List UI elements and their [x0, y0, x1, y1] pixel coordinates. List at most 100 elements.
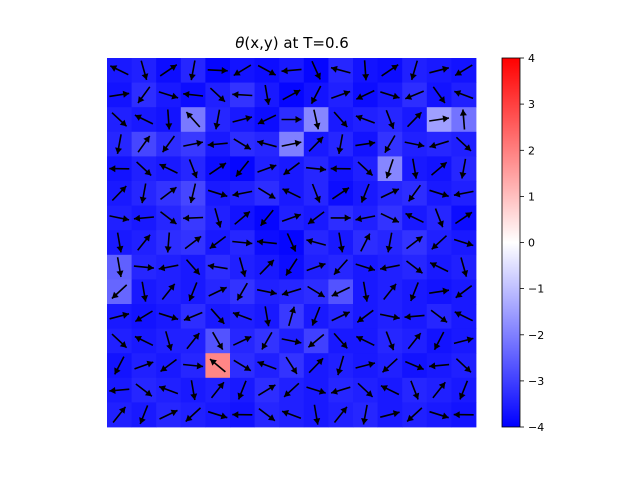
spin-arrow: [139, 405, 149, 425]
spin-arrow: [331, 286, 351, 297]
spin-arrow: [261, 331, 273, 350]
spin-arrow: [336, 134, 344, 155]
spin-arrow: [232, 91, 253, 99]
spin-arrow: [453, 190, 474, 198]
spin-arrow: [281, 288, 302, 297]
spin-arrow: [434, 208, 444, 228]
spin-arrow: [430, 309, 448, 324]
spin-arrow: [404, 360, 425, 371]
spin-arrow: [264, 84, 271, 105]
spin-arrow: [288, 306, 296, 327]
spin-arrow: [161, 135, 176, 153]
spin-arrow: [432, 381, 446, 399]
chart-title: θ(x,y) at T=0.6: [235, 34, 349, 52]
spin-arrow: [208, 286, 228, 297]
colorbar-tick-label: −3: [528, 375, 544, 388]
spin-arrow: [133, 264, 154, 271]
spin-arrow: [285, 356, 298, 375]
spin-arrow: [306, 238, 327, 246]
spin-arrow: [431, 235, 448, 250]
spin-arrow: [140, 60, 149, 81]
spin-arrow: [282, 188, 301, 199]
spin-arrow: [109, 215, 130, 223]
spin-arrow: [109, 90, 130, 98]
spin-arrow: [356, 309, 374, 323]
spin-arrow: [116, 232, 124, 253]
spin-arrow: [307, 285, 326, 298]
colorbar: [501, 57, 521, 428]
spin-arrow: [311, 306, 321, 326]
spin-arrow: [410, 60, 419, 81]
spin-arrow: [460, 257, 469, 277]
spin-arrow: [258, 407, 276, 422]
colorbar-tick-label: 3: [528, 98, 535, 111]
spin-arrow: [379, 313, 400, 321]
spin-arrow: [333, 332, 348, 349]
spin-arrow: [404, 313, 425, 321]
spin-arrow: [407, 332, 422, 350]
spin-arrow: [137, 86, 151, 104]
spin-arrow: [232, 335, 252, 346]
spin-arrow: [331, 187, 350, 200]
spin-arrow: [454, 211, 473, 225]
spin-arrow: [406, 111, 423, 128]
spin-arrow: [385, 331, 395, 351]
spin-arrow: [406, 235, 423, 250]
spin-arrow: [281, 410, 302, 419]
spin-arrow: [330, 386, 351, 395]
spin-arrow: [161, 283, 176, 300]
spin-arrow: [306, 386, 326, 395]
spin-arrow: [111, 333, 128, 349]
spin-arrow: [190, 380, 198, 401]
spin-arrow: [183, 362, 204, 370]
spin-arrow: [160, 358, 177, 373]
spin-arrow: [188, 60, 196, 81]
colorbar-tick-label: −2: [528, 329, 544, 342]
spin-arrow: [385, 109, 395, 130]
spin-arrow: [234, 210, 251, 225]
spin-arrow: [109, 165, 130, 173]
spin-arrow: [188, 282, 198, 302]
spin-arrow: [207, 67, 228, 74]
spin-arrow: [159, 64, 178, 77]
spin-arrow: [282, 89, 301, 101]
spin-arrow: [330, 65, 351, 74]
spin-arrow: [384, 135, 396, 154]
spin-arrow: [379, 264, 400, 272]
spin-arrow: [306, 262, 326, 272]
spin-arrow: [453, 238, 474, 247]
spin-arrow: [380, 212, 400, 223]
spin-arrow: [257, 64, 277, 76]
spin-arrow: [429, 65, 449, 74]
spin-arrow: [232, 115, 253, 123]
spin-arrow: [310, 85, 322, 105]
spin-arrow: [355, 263, 376, 272]
spin-arrow: [281, 139, 302, 147]
spin-arrow: [233, 138, 252, 150]
spin-arrow: [281, 116, 302, 123]
spin-arrow: [259, 259, 275, 275]
spin-arrow: [158, 264, 179, 272]
spin-arrow: [134, 335, 154, 347]
spin-arrow: [209, 235, 227, 250]
spin-arrow: [380, 410, 400, 418]
colorbar-tick-label: 2: [528, 144, 535, 157]
spin-arrow: [109, 311, 130, 320]
spin-arrow: [281, 213, 302, 223]
spin-arrow: [360, 183, 370, 203]
spin-arrow: [210, 381, 225, 399]
spin-arrow: [405, 212, 424, 224]
spin-arrow: [233, 359, 252, 372]
spin-arrow: [158, 385, 179, 395]
spin-arrow: [308, 357, 324, 374]
spin-arrow: [207, 263, 228, 270]
spin-arrow: [429, 287, 450, 295]
spin-arrow: [281, 67, 302, 75]
spin-arrow: [453, 336, 474, 345]
spin-arrow: [285, 258, 298, 276]
spin-arrow: [111, 284, 128, 300]
spin-arrow: [355, 335, 375, 347]
spin-arrow: [160, 186, 177, 201]
spin-arrow: [188, 183, 197, 204]
